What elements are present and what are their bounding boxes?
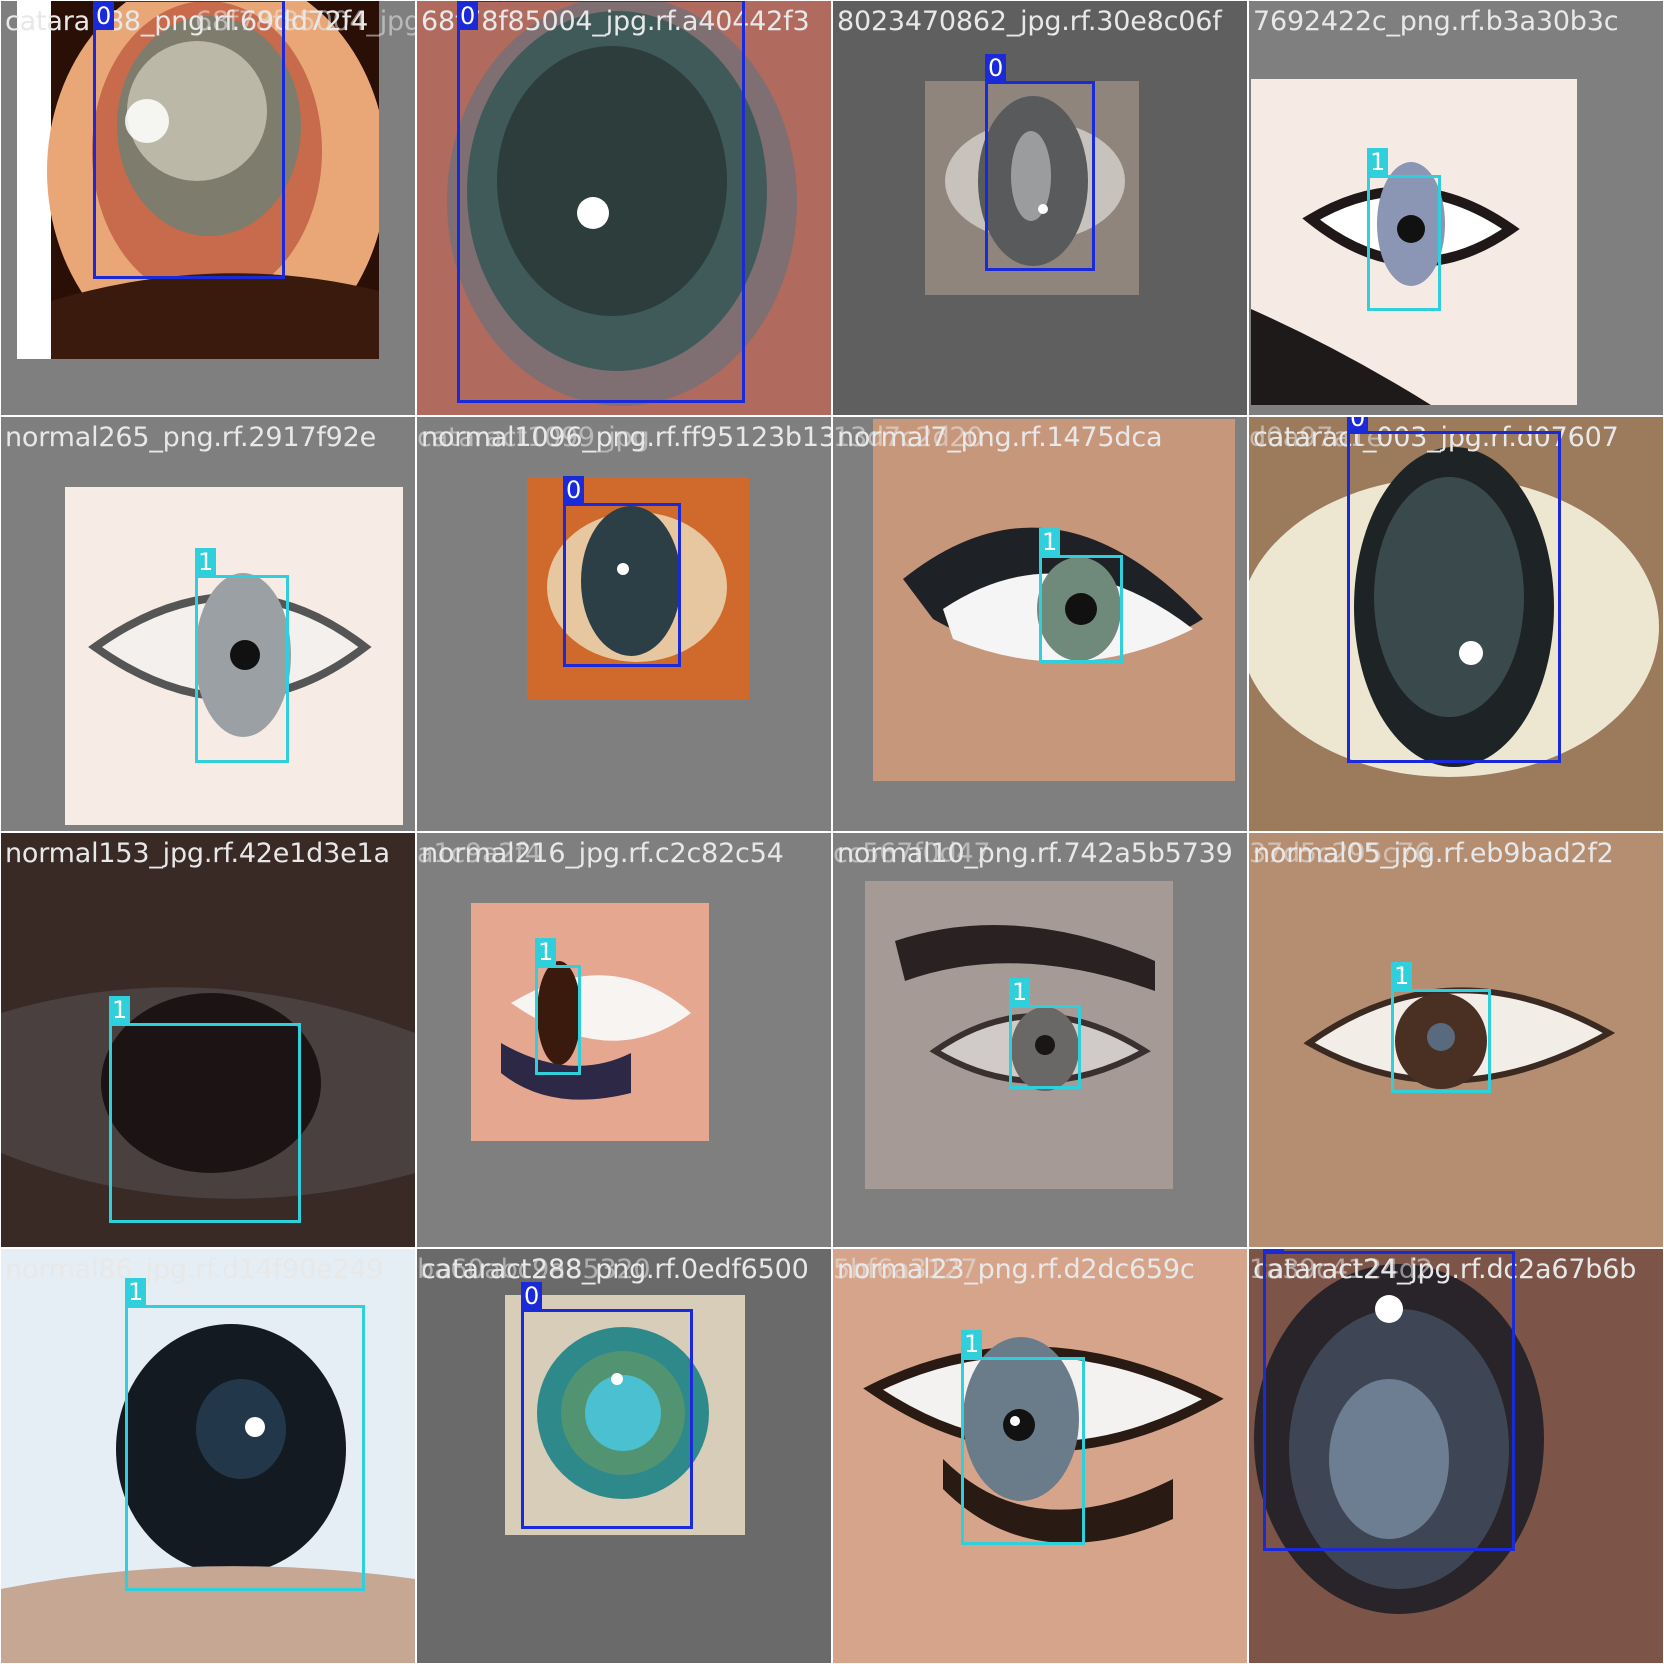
eye-photo (873, 419, 1235, 781)
overlapping-filename-label: cc567f0d47 (833, 838, 991, 869)
bounding-box: 1 (125, 1278, 365, 1591)
eye-photo (833, 1249, 1247, 1663)
class-label: 0 (93, 2, 115, 30)
eye-photo (417, 1, 831, 415)
filename-label: normal153_jpg.rf.42e1d3e1a (5, 838, 390, 869)
bounding-box: 1 (1367, 148, 1441, 311)
tile-3: 7692422c_png.rf.b3a30b3c 1 (1249, 1, 1663, 415)
eye-photo (471, 903, 709, 1141)
eye-photo (1249, 833, 1663, 1247)
filename-label: 8023470862_jpg.rf.30e8c06f (837, 6, 1222, 37)
class-label: 0 (1263, 1249, 1285, 1252)
filename-label: normal1096_png.rf.ff95123b13d (421, 422, 831, 453)
tile-5: normal1096_png.rf.ff95123b13d cataract10… (417, 417, 831, 831)
bounding-box: 0 (985, 54, 1095, 271)
class-label: 0 (1347, 417, 1369, 432)
tile-14: normal23_png.rf.d2dc659c 5bf6a3127 1 (833, 1249, 1247, 1663)
tile-8: normal153_jpg.rf.42e1d3e1a 1 (1, 833, 415, 1247)
class-label: 1 (1009, 978, 1031, 1006)
filename-label: cataract288_png.rf.0edf6500 (421, 1254, 809, 1285)
overlapping-filename-label: ba60abc9a85320 (417, 1254, 651, 1285)
tile-9: normal216_jpg.rf.c2c82c54 a1c9a2f4 1 (417, 833, 831, 1247)
filename-label: catara188_png.rf.69dd72f4 (5, 6, 369, 37)
bounding-box: 1 (1391, 962, 1491, 1093)
class-label: 0 (521, 1282, 543, 1310)
tile-4: normal265_png.rf.2917f92e 1 (1, 417, 415, 831)
bounding-box: 0 (93, 1, 285, 279)
eye-photo (1249, 1249, 1663, 1663)
tile-15: cataract24_jpg.rf.dc2a67b6b 1a39c4124d2 … (1249, 1249, 1663, 1663)
tile-6: normal7_png.rf.1475dca 13d7c2d20 1 (833, 417, 1247, 831)
tile-13: cataract288_png.rf.0edf6500 ba60abc9a853… (417, 1249, 831, 1663)
bounding-box: 1 (535, 938, 581, 1075)
bounding-box: 0 (457, 1, 745, 403)
class-label: 0 (985, 54, 1007, 82)
overlapping-filename-label: 37d5c295c76 (1249, 838, 1432, 869)
bounding-box: 1 (1009, 978, 1081, 1089)
filename-label: normal265_png.rf.2917f92e (5, 422, 377, 453)
eye-photo (1251, 79, 1577, 405)
tile-10: normal10_png.rf.742a5b5739 cc567f0d47 1 (833, 833, 1247, 1247)
filename-label: normal7_png.rf.1475dca (837, 422, 1163, 453)
tile-2: 8023470862_jpg.rf.30e8c06f 0 (833, 1, 1247, 415)
class-label: 1 (125, 1278, 147, 1306)
bounding-box: 1 (1039, 528, 1123, 663)
overlapping-filename-label: 13d7c2d20 (833, 422, 984, 453)
tile-1: 68f78f85004_jpg.rf.a40442f3 0 (417, 1, 831, 415)
bounding-box: 0 (521, 1282, 693, 1529)
overlapping-filename-label: cataract1099_jpg (417, 422, 650, 453)
class-label: 1 (1367, 148, 1389, 176)
eye-photo (505, 1295, 745, 1535)
class-label: 1 (1391, 962, 1413, 990)
eye-photo (17, 1, 379, 359)
tile-7: cataract_003_jpg.rf.d07607 d0a97a1e 0 (1249, 417, 1663, 831)
overlapping-filename-label: 5bf6a3127 (833, 1254, 978, 1285)
class-label: 1 (535, 938, 557, 966)
class-label: 1 (1039, 528, 1061, 556)
overlapping-filename-label: 1a39c4124d2 (1249, 1254, 1433, 1285)
filename-label: normal86_jpg.rf.d14f90e249 (5, 1254, 384, 1285)
filename-label: 7692422c_png.rf.b3a30b3c (1253, 6, 1619, 37)
bounding-box: 1 (195, 548, 289, 763)
class-label: 1 (109, 996, 131, 1024)
eye-photo (1249, 417, 1663, 831)
eye-photo (1, 1249, 415, 1663)
bounding-box: 0 (1347, 417, 1561, 763)
filename-label: normal23_png.rf.d2dc659c (837, 1254, 1195, 1285)
filename-label: normal10_png.rf.742a5b5739 (837, 838, 1233, 869)
class-label: 0 (457, 2, 479, 30)
class-label: 0 (563, 476, 585, 504)
bounding-box: 1 (961, 1330, 1085, 1545)
class-label: 1 (961, 1330, 983, 1358)
overlapping-filename-label: a1c9a2f4 (417, 838, 542, 869)
filename-label: cataract24_jpg.rf.dc2a67b6b (1253, 1254, 1637, 1285)
eye-photo (865, 881, 1173, 1189)
eye-photo (1, 833, 415, 1247)
filename-label: normal216_jpg.rf.c2c82c54 (421, 838, 784, 869)
tile-11: normal05_jpg.rf.eb9bad2f2 37d5c295c76 1 (1249, 833, 1663, 1247)
filename-label: normal05_jpg.rf.eb9bad2f2 (1253, 838, 1614, 869)
bounding-box: 0 (1263, 1249, 1515, 1551)
filename-label: cataract_003_jpg.rf.d07607 (1253, 422, 1619, 453)
tile-12: normal86_jpg.rf.d14f90e249 1 (1, 1249, 415, 1663)
class-label: 1 (195, 548, 217, 576)
bounding-box: 0 (563, 476, 681, 667)
bounding-box: 1 (109, 996, 301, 1223)
overlapping-filename-label: 68f78f85004_jpg.rf.a40442 (195, 6, 415, 37)
eye-photo (65, 487, 403, 825)
eye-photo (925, 81, 1139, 295)
tile-0: catara188_png.rf.69dd72f4 68f78f85004_jp… (1, 1, 415, 415)
